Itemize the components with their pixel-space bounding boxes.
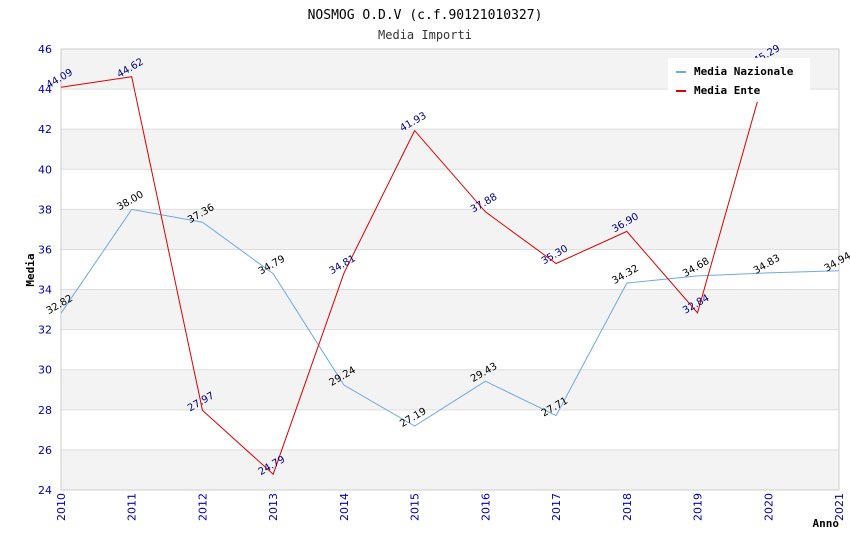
legend-entry: Media Ente	[694, 84, 761, 97]
y-axis-ticks: 24 26 28 30 32 34 36 38 40 42 44 46	[38, 43, 52, 497]
legend: Media Nazionale Media Ente	[668, 58, 810, 102]
grid-band	[61, 289, 839, 330]
y-tick-label: 40	[38, 163, 52, 176]
series-line-2	[60, 63, 769, 476]
x-tick-label: 2019	[692, 493, 705, 521]
y-tick-label: 32	[38, 324, 52, 337]
series-lines	[60, 63, 840, 476]
series-line-1	[60, 208, 840, 427]
plot-area	[60, 48, 840, 491]
chart-title: NOSMOG O.D.V (c.f.90121010327)	[308, 8, 543, 23]
y-tick-label: 46	[38, 43, 52, 56]
y-tick-label: 34	[38, 284, 52, 297]
y-tick-label: 24	[38, 484, 52, 497]
x-tick-label: 2014	[338, 493, 351, 521]
x-tick-label: 2012	[196, 493, 209, 521]
series-data-labels: 32.8238.0037.3634.7929.2427.1929.4327.71…	[45, 43, 850, 478]
y-tick-label: 28	[38, 404, 52, 417]
y-tick-label: 26	[38, 444, 52, 457]
data-label: 34.32	[610, 263, 640, 287]
y-tick-label: 38	[38, 203, 52, 216]
y-tick-label: 44	[38, 83, 52, 96]
x-axis-title: Anno	[813, 517, 840, 530]
x-tick-label: 2017	[550, 493, 563, 521]
y-tick-label: 30	[38, 364, 52, 377]
data-label: 34.81	[328, 253, 358, 277]
x-tick-label: 2020	[762, 493, 775, 521]
data-label: 34.79	[257, 254, 287, 278]
grid-band	[61, 209, 839, 250]
x-tick-label: 2010	[55, 493, 68, 521]
y-tick-label: 36	[38, 243, 52, 256]
x-tick-label: 2016	[479, 493, 492, 521]
chart-subtitle: Media Importi	[378, 28, 472, 42]
x-tick-label: 2011	[126, 493, 139, 521]
grid-bands	[61, 49, 839, 490]
legend-entry: Media Nazionale	[694, 65, 794, 78]
y-tick-label: 42	[38, 123, 52, 136]
x-tick-label: 2018	[621, 493, 634, 521]
grid-band	[61, 129, 839, 170]
y-axis-title: Media	[24, 253, 37, 286]
x-tick-label: 2021	[833, 493, 846, 521]
legend-box	[668, 58, 810, 102]
grid-band	[61, 449, 839, 490]
x-tick-label: 2015	[409, 493, 422, 521]
grid-lines	[61, 48, 839, 491]
x-tick-label: 2013	[267, 493, 280, 521]
x-axis-ticks: 2010 2011 2012 2013 2014 2015 2016 2017 2018 2019…	[55, 493, 846, 521]
